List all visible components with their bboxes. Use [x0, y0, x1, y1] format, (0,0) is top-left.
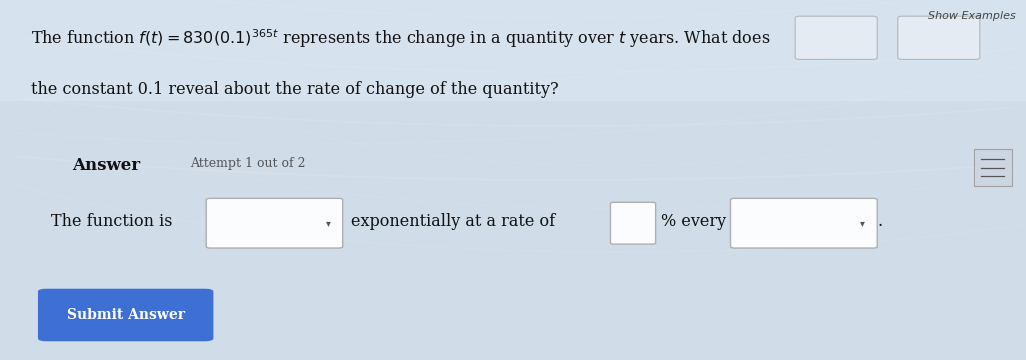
Text: the constant 0.1 reveal about the rate of change of the quantity?: the constant 0.1 reveal about the rate o…: [31, 81, 558, 98]
Text: Submit Answer: Submit Answer: [67, 308, 185, 322]
Text: Answer: Answer: [72, 157, 140, 174]
Text: exponentially at a rate of: exponentially at a rate of: [351, 213, 555, 230]
Text: ▾: ▾: [325, 218, 330, 228]
FancyBboxPatch shape: [610, 202, 656, 244]
Text: .: .: [877, 213, 882, 230]
FancyBboxPatch shape: [38, 289, 213, 341]
Text: The function $f(t) = 830(0.1)^{365t}$ represents the change in a quantity over $: The function $f(t) = 830(0.1)^{365t}$ re…: [31, 27, 771, 50]
Text: ▾: ▾: [860, 218, 865, 228]
Text: Show Examples: Show Examples: [928, 11, 1016, 21]
FancyBboxPatch shape: [898, 16, 980, 59]
Text: % every: % every: [661, 213, 725, 230]
Text: Attempt 1 out of 2: Attempt 1 out of 2: [190, 157, 306, 170]
FancyBboxPatch shape: [731, 198, 877, 248]
FancyBboxPatch shape: [974, 149, 1012, 186]
Text: The function is: The function is: [51, 213, 172, 230]
FancyBboxPatch shape: [795, 16, 877, 59]
Bar: [0, 0, 1026, 101]
FancyBboxPatch shape: [206, 198, 343, 248]
